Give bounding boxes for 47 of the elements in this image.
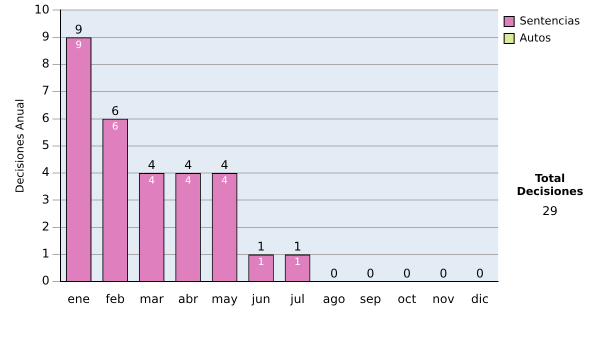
x-tick-label: ago [322, 292, 346, 306]
total-label: 9 [74, 22, 83, 36]
data-label: 9 [76, 40, 82, 51]
x-tick-label: jul [289, 292, 305, 306]
data-label: 4 [148, 176, 155, 187]
total-label: 1 [257, 240, 265, 254]
y-tick-label: 4 [42, 165, 50, 180]
y-tick-label: 8 [42, 56, 50, 71]
total-label: 4 [184, 158, 192, 172]
x-tick-label: feb [106, 292, 125, 306]
x-tick-label: jun [250, 292, 270, 306]
y-tick-label: 5 [42, 138, 50, 152]
x-tick-label: oct [398, 292, 417, 306]
y-tick-label: 0 [42, 274, 50, 288]
data-label: 1 [294, 257, 301, 268]
text: 29 [541, 204, 559, 218]
total-label: 6 [111, 104, 119, 118]
text: Total Decisiones [516, 172, 584, 198]
x-tick-label: nov [432, 292, 454, 306]
data-label: 1 [258, 257, 264, 268]
data-label: 4 [221, 176, 228, 187]
y-axis-title: Decisiones Anual [13, 98, 26, 193]
total-label: 4 [220, 158, 228, 172]
total-label: 1 [294, 240, 302, 254]
total-label: 4 [148, 158, 156, 172]
data-label: 4 [184, 176, 192, 187]
x-tick-label: sep [360, 292, 382, 306]
total-label: 0 [476, 266, 484, 281]
total-label: 0 [330, 266, 338, 281]
total-label: 0 [440, 266, 448, 281]
x-tick-label: ene [68, 292, 90, 306]
total-label: 0 [366, 266, 374, 281]
y-tick-label: 2 [42, 219, 50, 234]
y-tick-label: 10 [34, 2, 50, 16]
legend-label: Autos [520, 31, 552, 44]
y-tick-label: 3 [42, 192, 50, 206]
x-tick-label: mar [140, 292, 164, 306]
y-tick-label: 6 [42, 110, 50, 125]
y-tick-label: 7 [42, 84, 50, 98]
x-tick-label: may [212, 292, 238, 306]
legend-label: Sentencias [520, 14, 580, 28]
data-label: 6 [112, 121, 118, 132]
y-tick-label: 1 [42, 246, 50, 261]
x-tick-label: abr [178, 292, 198, 306]
total-label: 0 [403, 266, 411, 281]
x-tick-label: dic [471, 292, 489, 306]
y-tick-label: 9 [42, 29, 50, 44]
